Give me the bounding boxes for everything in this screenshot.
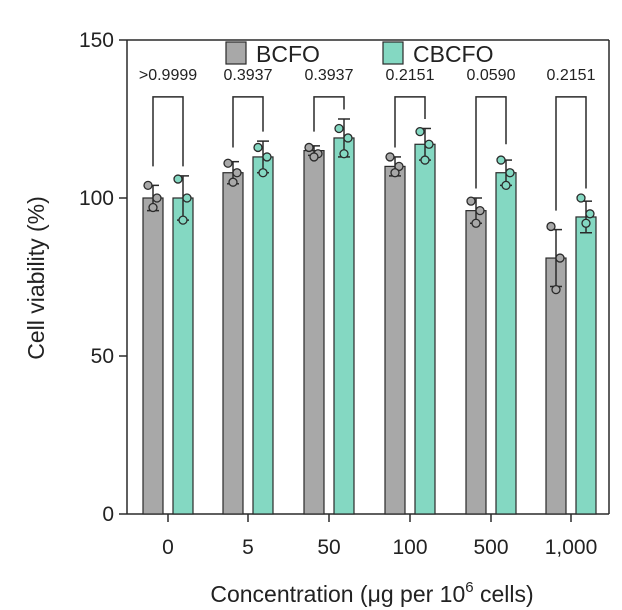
bar-cbcfo — [414, 143, 436, 515]
x-tick-label: 50 — [317, 536, 340, 559]
data-point-bcfo — [555, 253, 565, 263]
legend-label-cbcfo: CBCFO — [413, 41, 494, 67]
p-value-label: 0.2151 — [547, 67, 596, 84]
data-point-cbcfo — [415, 126, 425, 137]
p-value-label: >0.9999 — [139, 67, 197, 84]
bar-cbcfo — [333, 137, 355, 515]
data-point-bcfo — [551, 284, 561, 295]
significance-bracket — [475, 96, 507, 189]
bar-bcfo — [384, 165, 406, 515]
legend-label-bcfo: BCFO — [256, 41, 320, 67]
x-tick-label: 100 — [392, 536, 427, 559]
significance-bracket — [555, 96, 587, 211]
data-point-cbcfo — [424, 139, 434, 149]
data-point-cbcfo — [262, 152, 272, 162]
bar-cbcfo — [575, 216, 597, 515]
data-point-bcfo — [304, 142, 314, 153]
legend-swatch-bcfo — [225, 41, 247, 65]
data-point-bcfo — [148, 202, 158, 213]
legend-swatch-cbcfo — [382, 41, 404, 65]
data-point-bcfo — [309, 152, 319, 162]
bar-bcfo — [545, 257, 567, 515]
data-point-bcfo — [385, 152, 395, 162]
data-point-cbcfo — [334, 123, 344, 134]
bar-cbcfo — [252, 156, 274, 515]
significance-bracket — [152, 96, 184, 167]
data-point-bcfo — [143, 180, 153, 191]
x-axis-title: Concentration (μg per 106 cells) — [210, 579, 533, 607]
data-point-cbcfo — [258, 168, 268, 178]
bar-bcfo — [142, 197, 164, 515]
data-point-bcfo — [232, 168, 242, 178]
data-point-bcfo — [223, 158, 233, 168]
data-point-cbcfo — [253, 142, 263, 153]
x-tick-label: 1,000 — [545, 536, 598, 559]
data-point-cbcfo — [178, 215, 188, 225]
data-point-bcfo — [152, 193, 162, 203]
x-axis-title-tail: cells) — [474, 581, 534, 607]
data-point-bcfo — [475, 205, 485, 216]
data-point-cbcfo — [182, 193, 192, 203]
data-point-cbcfo — [505, 168, 515, 178]
bar-bcfo — [222, 172, 244, 515]
y-tick-label: 50 — [91, 345, 114, 368]
plot-area: 0 50 100 150 0 5 50 100 500 1,000 >0.9999 0.3937 0.3… — [79, 29, 610, 559]
data-point-cbcfo — [339, 149, 349, 159]
x-tick-label: 500 — [473, 536, 508, 559]
significance-bracket — [232, 96, 264, 148]
data-point-bcfo — [471, 218, 481, 228]
data-point-cbcfo — [581, 218, 591, 228]
x-axis-title-superscript: 6 — [465, 579, 473, 596]
bar-cbcfo — [495, 172, 517, 515]
bar-bcfo — [303, 150, 325, 515]
y-axis-title: Cell viability (%) — [23, 196, 49, 360]
p-value-label: 0.3937 — [305, 67, 354, 84]
data-point-cbcfo — [576, 193, 586, 203]
bar-bcfo — [465, 210, 487, 515]
data-point-bcfo — [466, 196, 476, 206]
data-point-cbcfo — [585, 209, 595, 219]
data-point-bcfo — [390, 168, 400, 178]
data-point-bcfo — [228, 177, 238, 187]
data-point-cbcfo — [173, 174, 183, 184]
data-point-bcfo — [546, 221, 556, 232]
y-tick-label: 0 — [102, 503, 114, 526]
data-point-cbcfo — [501, 180, 511, 191]
data-point-cbcfo — [343, 133, 353, 143]
x-tick-label: 5 — [242, 536, 254, 559]
y-tick-label: 100 — [79, 187, 114, 210]
significance-bracket — [313, 96, 345, 132]
y-tick-label: 150 — [79, 29, 114, 52]
p-value-label: 0.2151 — [386, 67, 435, 84]
bar-cbcfo — [172, 197, 194, 515]
legend: BCFO CBCFO — [225, 41, 494, 67]
p-value-label: 0.3937 — [224, 67, 273, 84]
x-tick-label: 0 — [162, 536, 174, 559]
data-point-cbcfo — [420, 155, 430, 165]
data-point-cbcfo — [496, 155, 506, 165]
significance-bracket — [394, 96, 426, 148]
p-value-label: 0.0590 — [467, 67, 516, 84]
x-axis-title-main: Concentration (μg per 10 — [210, 581, 465, 607]
